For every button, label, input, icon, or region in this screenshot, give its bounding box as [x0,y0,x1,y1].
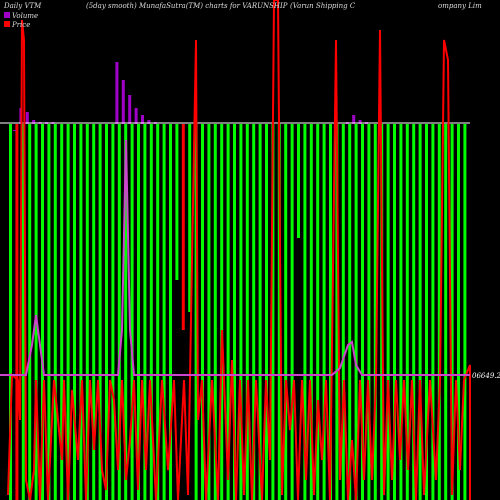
bar-13 [92,124,96,500]
bar-15 [105,124,108,500]
bar-62 [405,124,409,500]
bar-67 [437,124,441,500]
bar-43 [284,124,288,500]
bar-59 [386,124,390,500]
bar-11 [79,124,83,500]
bar-27 [181,124,185,330]
bar-50 [329,124,332,500]
bar-37 [245,124,249,500]
bar-66 [431,124,435,500]
bar-46 [303,124,307,500]
bar-9 [66,124,70,500]
volume-bar-15 [352,115,356,124]
bar-44 [290,124,294,500]
bar-47 [309,124,313,500]
bar-64 [418,124,422,500]
bars-layer [9,124,467,500]
legend-volume-label: Volume [12,12,38,20]
bar-53 [348,124,352,500]
bar-7 [53,124,57,500]
header-company: (Varun Shipping C [290,2,356,10]
bar-48 [316,124,320,500]
reference-value-label: 06649.23 [472,372,500,380]
header-title: (5day smooth) MunafaSutra(TM) charts for… [86,2,288,10]
bar-42 [277,124,281,500]
bar-21 [143,124,147,500]
bar-56 [367,124,371,500]
bar-39 [258,124,262,500]
bar-20 [137,124,140,500]
bar-52 [341,124,345,500]
bar-55 [361,124,364,500]
bar-51 [335,124,339,500]
bar-68 [444,124,448,500]
bar-1 [15,124,19,500]
bar-70 [457,124,460,500]
volume-bar-0 [13,130,16,131]
bar-0 [9,124,12,500]
bar-8 [60,124,64,500]
volume-bar-8 [121,80,125,124]
bar-60 [393,124,396,500]
bar-12 [85,124,89,500]
bar-25 [169,124,172,500]
bar-4 [34,124,38,500]
bar-32 [213,124,217,500]
price-line [7,0,471,500]
legend-price-swatch [4,21,10,27]
volume-bar-9 [128,95,132,124]
volume-bar-16 [358,120,362,124]
volume-bar-11 [141,115,144,124]
bar-31 [207,124,211,500]
bar-17 [117,124,121,500]
bar-30 [201,124,204,500]
bar-22 [149,124,153,500]
bar-5 [41,124,44,500]
header-left: Daily VTM [3,2,42,10]
volume-bar-2 [25,112,29,124]
bar-36 [239,124,243,500]
volume-bar-12 [147,120,151,124]
bar-16 [111,124,115,500]
bar-63 [412,124,416,500]
volume-bar-7 [115,62,119,124]
bar-49 [322,124,326,500]
bar-6 [47,124,51,500]
bar-2 [21,124,25,500]
bar-71 [463,124,467,500]
bar-10 [73,124,76,500]
bar-23 [156,124,160,500]
bar-34 [226,124,230,500]
legend-price-label: Price [11,21,30,29]
bar-65 [425,124,428,500]
bar-28 [188,124,192,312]
bar-3 [28,124,32,500]
bar-26 [175,124,179,280]
volume-bar-10 [134,108,138,124]
bar-61 [399,124,403,500]
bar-57 [373,124,377,500]
smooth-line [0,139,470,376]
bar-29 [194,124,198,500]
bar-38 [252,124,256,500]
volume-layer [13,62,368,131]
bar-24 [162,124,166,500]
bar-14 [98,124,102,500]
bar-33 [220,124,224,500]
bar-41 [271,124,275,500]
bar-54 [354,124,358,500]
bar-69 [450,124,454,500]
volume-bar-3 [32,120,36,124]
bar-40 [265,124,268,500]
legend-volume-swatch [4,12,10,18]
bar-19 [130,124,134,500]
header-company-rest: ompany Lim [438,2,482,10]
bar-18 [124,124,128,500]
bar-35 [233,124,236,500]
bar-45 [297,124,300,238]
